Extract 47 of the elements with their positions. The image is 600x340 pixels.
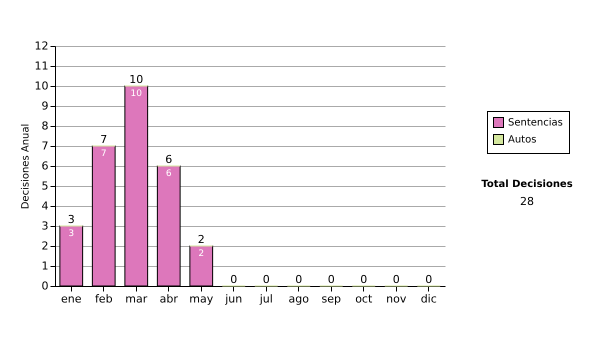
data-label: 10	[130, 89, 142, 99]
y-tick-label: 10	[34, 80, 48, 92]
y-tick-label: 2	[42, 240, 48, 252]
x-tick-label: oct	[355, 292, 373, 306]
legend-label: Sentencias	[508, 118, 563, 128]
y-tick-label: 0	[42, 280, 48, 292]
data-label: 6	[166, 169, 172, 179]
y-tick-label: 9	[42, 100, 48, 112]
x-tick-label: sep	[322, 292, 342, 306]
x-tick-label: feb	[94, 292, 113, 306]
x-tick-label: nov	[386, 292, 407, 306]
total-label: 0	[295, 273, 302, 286]
total-label: 10	[129, 73, 144, 86]
y-tick-label: 6	[42, 160, 48, 172]
total-label: 0	[360, 273, 368, 286]
text: Total Decisiones	[481, 179, 573, 190]
x-tick-label: may	[189, 292, 214, 306]
x-tick-label: abr	[160, 292, 178, 306]
y-tick-label: 5	[42, 180, 48, 192]
total-label: 6	[165, 153, 172, 166]
total-label: 0	[262, 273, 270, 286]
y-tick-label: 8	[42, 120, 48, 132]
total-label: 2	[198, 233, 205, 246]
total-label: 0	[425, 273, 432, 286]
x-tick-label: jul	[258, 292, 273, 306]
data-label: 7	[100, 149, 107, 159]
total-label: 3	[68, 213, 75, 226]
x-tick-label: dic	[420, 292, 437, 306]
x-tick-label: mar	[125, 292, 148, 306]
total-label: 7	[100, 133, 108, 146]
y-tick-label: 12	[34, 40, 48, 52]
y-tick-label: 3	[42, 220, 48, 232]
y-tick-label: 11	[34, 60, 48, 72]
total-label: 0	[230, 273, 238, 286]
text: 28	[520, 195, 534, 208]
total-label: 0	[392, 273, 400, 286]
y-tick-label: 4	[42, 200, 48, 212]
y-tick-label: 7	[42, 140, 48, 152]
x-tick-label: jun	[224, 292, 242, 306]
legend-label: Autos	[508, 134, 536, 146]
data-label: 2	[198, 249, 204, 259]
y-tick-label: 1	[42, 260, 48, 272]
total-label: 0	[328, 273, 335, 286]
x-tick-label: ago	[288, 292, 310, 306]
y-axis-title: Decisiones Anual	[20, 124, 32, 210]
data-label: 3	[68, 229, 74, 239]
x-tick-label: ene	[60, 292, 82, 306]
